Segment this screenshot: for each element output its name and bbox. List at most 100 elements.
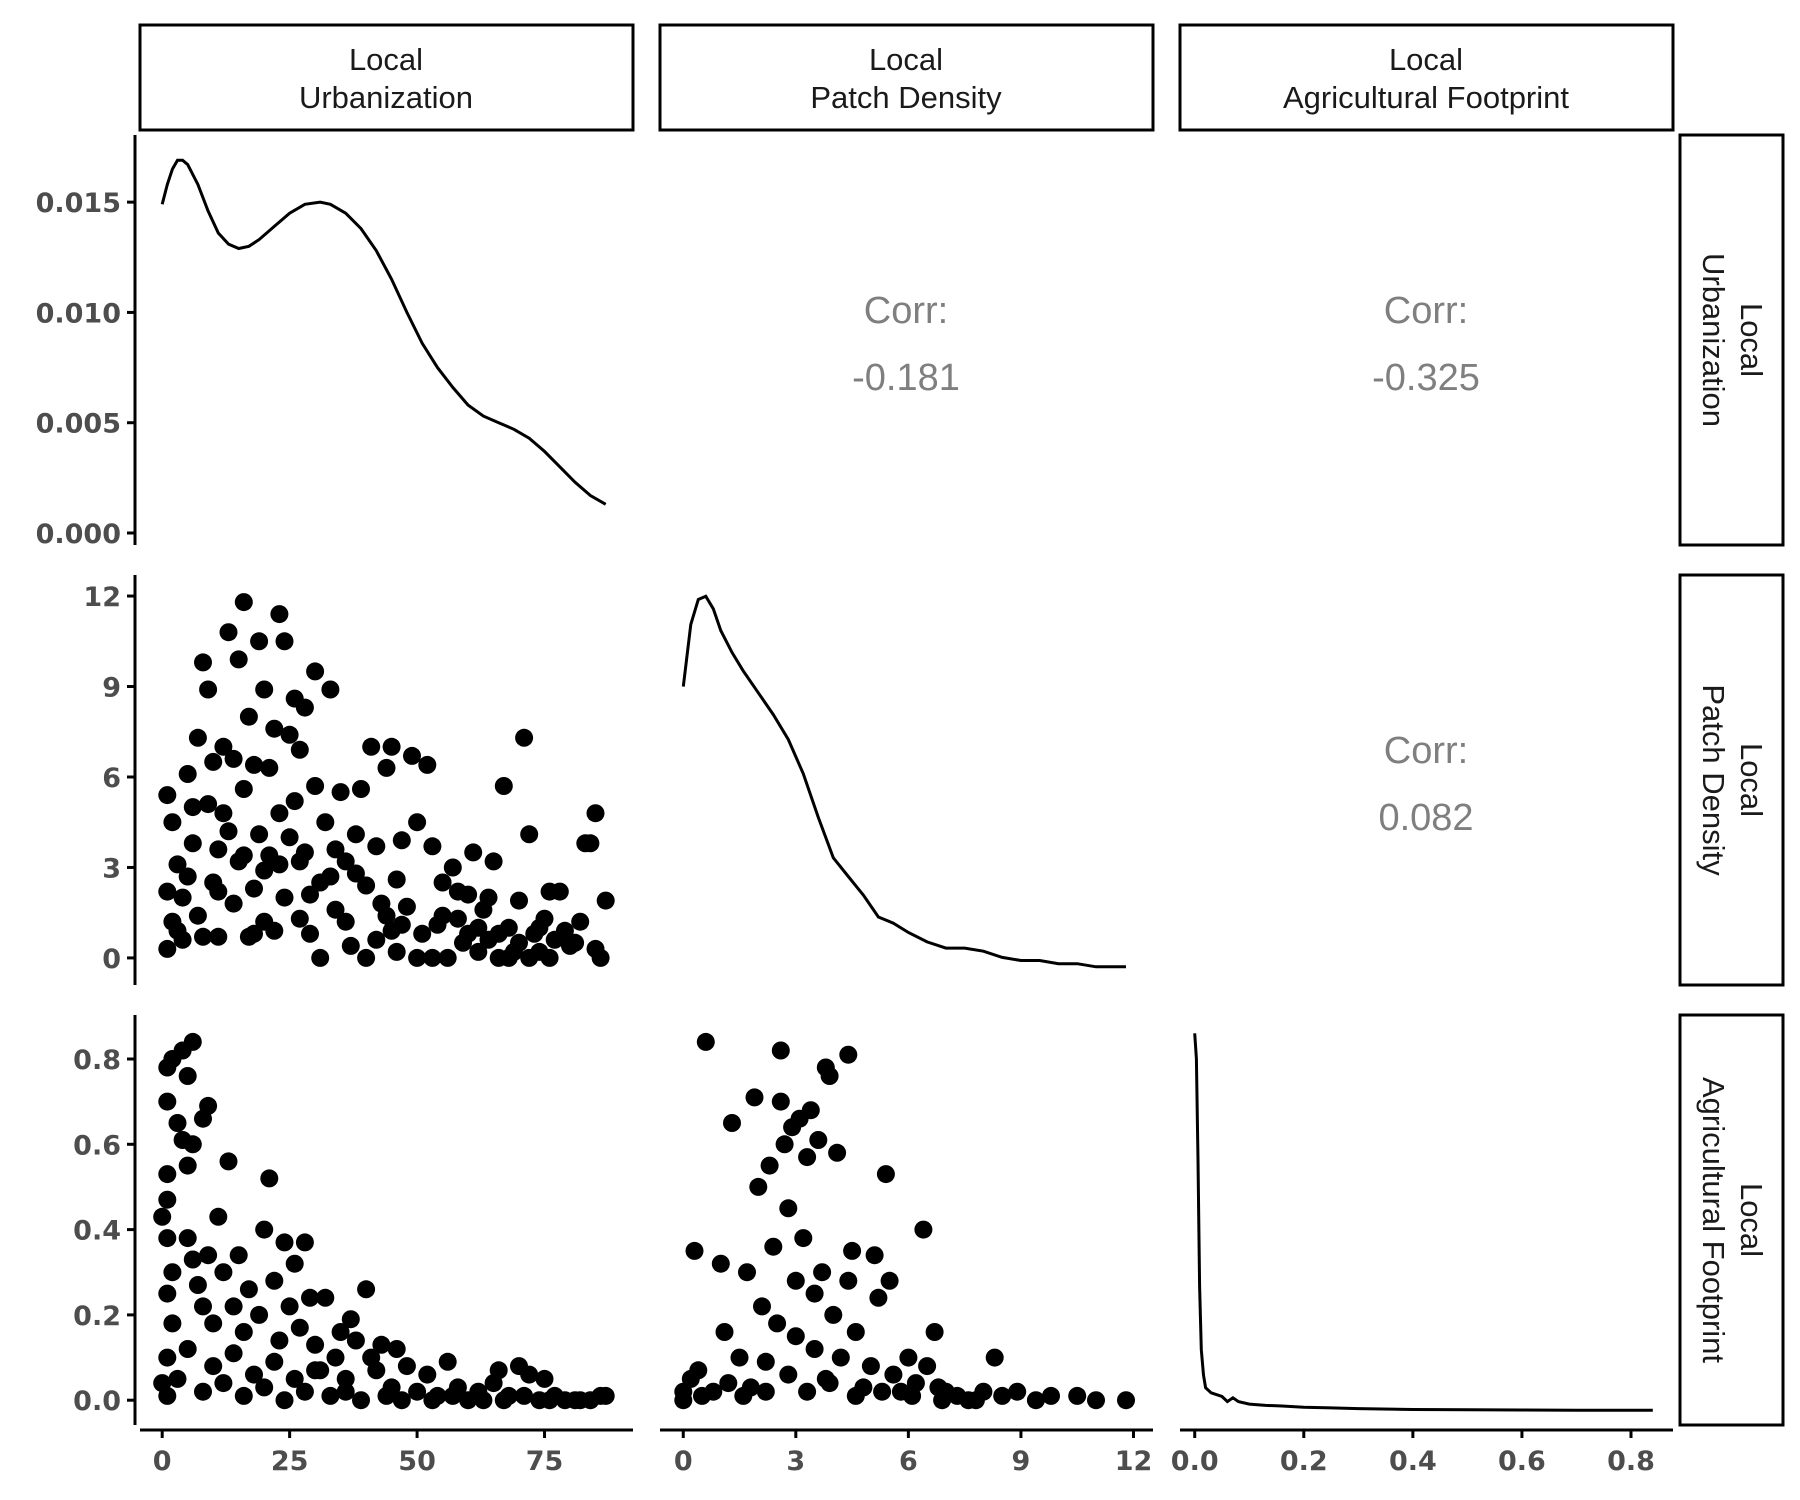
scatter-point-patch-vs-urbanization [392, 915, 411, 934]
patch-density-y-tick-label: 0 [102, 944, 121, 975]
scatter-point-patch-vs-urbanization [326, 900, 345, 919]
density-urbanization-y-tick-label: 0.000 [36, 519, 121, 550]
agricultural-footprint-x-tick-label: 0.2 [1280, 1446, 1328, 1477]
patch-density-x-tick-label: 3 [786, 1446, 805, 1477]
scatter-point-agri-vs-patch [764, 1237, 783, 1256]
col-strip-line2-urbanization: Urbanization [299, 80, 473, 115]
scatter-point-patch-vs-urbanization [510, 891, 528, 910]
scatter-point-agri-vs-urbanization [265, 1352, 284, 1371]
scatter-point-patch-vs-urbanization [346, 825, 365, 844]
scatter-point-agri-vs-urbanization [178, 1067, 197, 1085]
scatter-point-agri-vs-urbanization [306, 1335, 325, 1354]
col-strip-line2-patch-density: Patch Density [810, 80, 1002, 115]
scatter-point-agri-vs-patch [756, 1382, 775, 1401]
scatter-point-patch-vs-urbanization [280, 725, 299, 744]
scatter-point-agri-vs-urbanization [535, 1369, 554, 1388]
scatter-point-patch-vs-urbanization [357, 948, 376, 967]
scatter-point-agri-vs-patch [899, 1348, 918, 1367]
scatter-point-agri-vs-urbanization [163, 1263, 182, 1282]
scatter-point-agri-vs-patch [689, 1361, 708, 1380]
scatter-point-agri-vs-patch [966, 1391, 985, 1410]
scatter-point-patch-vs-urbanization [438, 948, 457, 967]
scatter-point-agri-vs-urbanization [321, 1386, 340, 1405]
corr-value-urbanization-patch: -0.181 [852, 357, 960, 399]
scatter-point-agri-vs-patch [779, 1199, 798, 1218]
patch-density-y-tick-label: 12 [83, 582, 121, 613]
scatter-point-agri-vs-urbanization [331, 1323, 350, 1341]
agricultural-footprint-x-tick-label: 0.0 [1171, 1446, 1219, 1477]
scatter-point-patch-vs-urbanization [443, 858, 462, 877]
scatter-point-agri-vs-urbanization [153, 1207, 172, 1226]
scatter-point-patch-vs-urbanization [214, 804, 233, 823]
row-strip-line2-agricultural-footprint: Agricultural Footprint [1696, 1077, 1731, 1363]
density-curve-agricultural-footprint [1193, 1033, 1653, 1412]
scatter-point-agri-vs-patch [730, 1348, 749, 1367]
scatter-point-agri-vs-urbanization [224, 1297, 243, 1316]
scatter-point-patch-vs-urbanization [188, 906, 207, 925]
scatter-point-patch-vs-urbanization [229, 650, 248, 669]
scatter-point-agri-vs-patch [880, 1271, 899, 1290]
scatter-point-agri-vs-urbanization [301, 1288, 319, 1307]
scatter-point-patch-vs-urbanization [204, 752, 223, 771]
scatter-point-agri-vs-urbanization [209, 1207, 228, 1226]
scatter-point-agri-vs-patch [771, 1041, 790, 1060]
scatter-point-agri-vs-urbanization [204, 1357, 223, 1376]
scatter-point-agri-vs-urbanization [285, 1254, 304, 1273]
scatter-point-patch-vs-urbanization [255, 861, 274, 880]
scatter-point-agri-vs-urbanization [163, 1314, 182, 1333]
scatter-point-agri-vs-urbanization [188, 1276, 207, 1294]
scatter-point-patch-vs-urbanization [224, 894, 243, 913]
scatter-point-patch-vs-urbanization [423, 948, 442, 967]
scatter-point-patch-vs-urbanization [219, 623, 238, 642]
urbanization-x-tick-label: 25 [271, 1446, 309, 1477]
scatter-point-patch-vs-urbanization [234, 780, 253, 798]
scatter-point-patch-vs-urbanization [515, 728, 534, 747]
scatter-point-agri-vs-urbanization [474, 1391, 493, 1410]
scatter-point-patch-vs-urbanization [367, 837, 386, 856]
agricultural-footprint-y-tick-label: 0.6 [73, 1130, 121, 1161]
scatter-point-agri-vs-patch [734, 1386, 753, 1405]
scatter-point-agri-vs-urbanization [418, 1365, 437, 1384]
scatter-point-patch-vs-urbanization [178, 765, 197, 783]
scatter-point-agri-vs-patch [805, 1340, 824, 1358]
scatter-point-agri-vs-urbanization [408, 1382, 427, 1401]
scatter-point-agri-vs-urbanization [168, 1369, 187, 1388]
scatter-point-patch-vs-urbanization [403, 746, 421, 765]
scatter-point-patch-vs-urbanization [469, 942, 488, 961]
scatter-point-agri-vs-urbanization [326, 1348, 345, 1367]
scatter-point-agri-vs-urbanization [357, 1280, 376, 1299]
scatter-point-patch-vs-urbanization [357, 876, 376, 895]
scatter-point-patch-vs-urbanization [260, 758, 279, 777]
scatter-point-agri-vs-urbanization [183, 1032, 202, 1051]
scatter-point-agri-vs-patch [824, 1305, 843, 1324]
scatter-point-agri-vs-urbanization [158, 1284, 177, 1303]
scatter-point-agri-vs-urbanization [214, 1374, 233, 1393]
scatter-point-patch-vs-urbanization [336, 912, 355, 931]
scatter-point-agri-vs-urbanization [260, 1169, 279, 1188]
scatter-point-patch-vs-urbanization [550, 882, 569, 901]
scatter-point-patch-vs-urbanization [408, 813, 427, 832]
scatter-point-agri-vs-urbanization [336, 1369, 355, 1388]
scatter-point-agri-vs-patch [771, 1092, 790, 1111]
scatter-point-agri-vs-patch [869, 1288, 888, 1307]
col-strip-line1-patch-density: Local [869, 42, 943, 77]
scatter-point-patch-vs-urbanization [301, 885, 319, 904]
scatter-point-patch-vs-urbanization [367, 930, 386, 949]
scatter-point-patch-vs-urbanization [290, 740, 309, 759]
corr-value-patch-agri: 0.082 [1378, 797, 1473, 839]
scatter-point-agri-vs-urbanization [596, 1386, 615, 1405]
scatter-point-agri-vs-patch [828, 1143, 847, 1162]
scatter-point-patch-vs-urbanization [484, 852, 503, 871]
scatter-point-patch-vs-urbanization [209, 882, 228, 901]
scatter-point-patch-vs-urbanization [199, 795, 218, 814]
scatter-point-agri-vs-urbanization [423, 1391, 442, 1410]
scatter-point-agri-vs-patch [933, 1391, 952, 1410]
scatter-point-patch-vs-urbanization [275, 632, 294, 651]
urbanization-x-tick-label: 50 [398, 1446, 436, 1477]
scatter-point-agri-vs-urbanization [229, 1246, 248, 1265]
urbanization-x-tick-label: 0 [153, 1446, 172, 1477]
scatter-point-patch-vs-urbanization [336, 852, 355, 871]
scatter-point-agri-vs-patch [839, 1271, 858, 1290]
scatter-point-patch-vs-urbanization [520, 948, 539, 967]
row-strip-line2-patch-density: Patch Density [1696, 684, 1731, 876]
